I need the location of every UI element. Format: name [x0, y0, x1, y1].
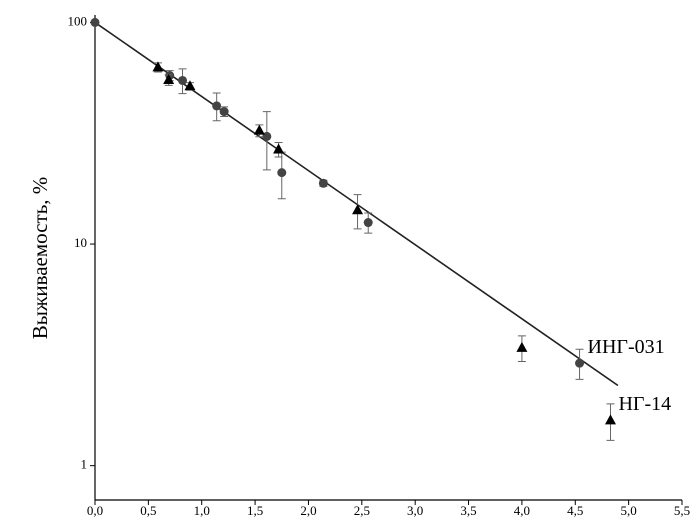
x-tick-label: 0,5 — [140, 503, 156, 518]
marker — [318, 178, 328, 188]
y-tick-label: 10 — [74, 235, 87, 250]
x-tick-label: 5,0 — [621, 503, 637, 518]
series-label: НГ-14 — [618, 393, 671, 415]
marker — [273, 143, 285, 154]
x-tick-label: 1,5 — [247, 503, 263, 518]
marker — [352, 204, 364, 215]
marker — [363, 218, 373, 228]
y-axis-label: Выживаемость, % — [28, 177, 52, 340]
x-tick-label: 5,5 — [674, 503, 690, 518]
y-tick-label: 1 — [81, 457, 88, 472]
x-tick-label: 3,0 — [407, 503, 423, 518]
x-tick-label: 4,0 — [514, 503, 530, 518]
x-tick-label: 2,0 — [300, 503, 316, 518]
y-tick-label: 100 — [68, 13, 88, 28]
marker — [277, 168, 287, 178]
marker — [163, 73, 175, 84]
marker — [604, 414, 616, 425]
marker — [152, 61, 164, 72]
marker — [90, 17, 100, 27]
x-tick-label: 0,0 — [87, 503, 103, 518]
x-tick-label: 3,5 — [460, 503, 476, 518]
marker — [219, 107, 229, 117]
x-tick-label: 1,0 — [194, 503, 210, 518]
marker — [253, 124, 265, 135]
marker — [184, 80, 196, 91]
marker — [212, 101, 222, 111]
marker — [178, 75, 188, 85]
marker — [575, 358, 585, 368]
x-tick-label: 4,5 — [567, 503, 583, 518]
series-label: ИНГ-031 — [588, 336, 665, 358]
marker — [516, 341, 528, 352]
x-tick-label: 2,5 — [354, 503, 370, 518]
